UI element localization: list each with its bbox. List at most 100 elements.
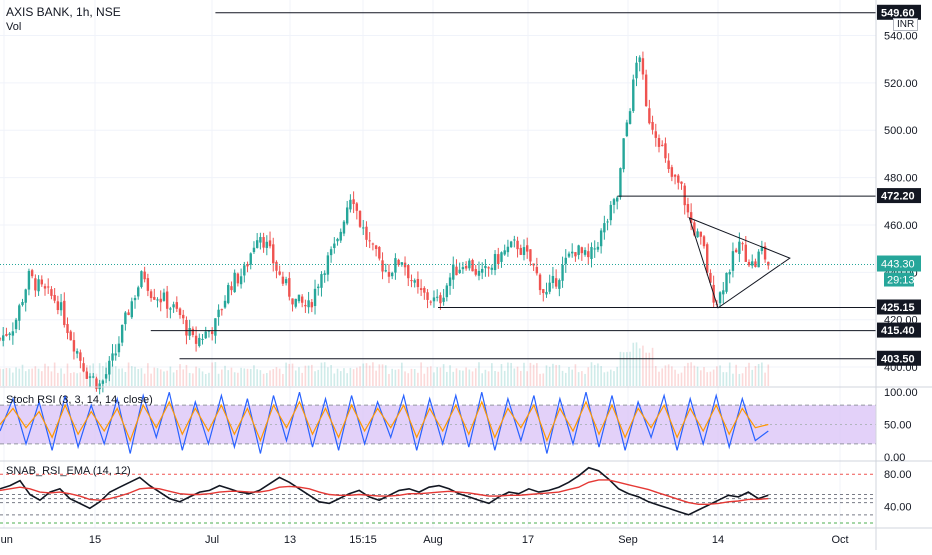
volume-layer <box>0 342 770 386</box>
candle-body <box>738 241 741 254</box>
volume-bar <box>5 368 8 386</box>
currency-badge[interactable]: INR <box>893 18 919 31</box>
candle-body <box>599 230 603 247</box>
candle-body <box>182 314 185 319</box>
price-tick-label: 540.00 <box>884 31 918 43</box>
candle-body <box>747 261 751 266</box>
candle-body <box>323 273 326 275</box>
candle-body <box>490 267 494 270</box>
candle-body <box>448 277 452 286</box>
volume-bar <box>474 368 477 386</box>
volume-bar <box>233 372 236 386</box>
volume-bar <box>314 371 316 386</box>
candle-body <box>127 312 130 316</box>
level-badge <box>877 299 921 315</box>
time-tick-label: Sep <box>618 534 638 546</box>
volume-bar <box>664 365 667 386</box>
candle-body <box>429 301 432 303</box>
volume-bar <box>687 362 689 386</box>
candle-body <box>297 294 301 302</box>
candle-body <box>40 279 43 285</box>
volume-bar <box>172 372 175 386</box>
volume-bar <box>249 368 252 386</box>
volume-bar <box>413 369 416 386</box>
volume-bar <box>651 347 654 386</box>
candle-body <box>333 243 336 249</box>
candle-body <box>718 292 722 304</box>
candle-body <box>387 271 391 277</box>
candle-body <box>725 272 728 292</box>
volume-bar <box>677 373 680 386</box>
volume-bar <box>574 364 577 386</box>
volume-bar <box>166 370 168 386</box>
candle-body <box>159 298 162 303</box>
volume-bar <box>417 372 419 386</box>
volume-bar <box>629 351 631 386</box>
candle-body <box>542 289 545 294</box>
volume-bar <box>343 368 345 386</box>
candle-body <box>744 244 747 262</box>
candle-body <box>278 271 281 275</box>
candle-body <box>702 236 706 247</box>
volume-bar <box>465 367 467 386</box>
volume-bar <box>163 371 165 386</box>
volume-bar <box>491 363 493 386</box>
level-badge <box>877 4 921 20</box>
volume-bar <box>282 373 284 386</box>
volume-bar <box>728 362 731 386</box>
volume-bar <box>452 371 455 386</box>
volume-bar <box>532 364 535 386</box>
volume-bar <box>703 367 705 386</box>
volume-bar <box>57 372 59 386</box>
volume-bar <box>536 363 538 386</box>
volume-bar <box>198 368 201 386</box>
volume-bar <box>31 368 33 386</box>
volume-bar <box>34 366 37 386</box>
volume-bar <box>28 369 30 386</box>
candle-body <box>574 252 577 257</box>
volume-bar <box>446 371 448 386</box>
volume-bar <box>291 363 294 386</box>
candle-body <box>137 287 140 297</box>
candle-body <box>577 245 580 255</box>
candle-body <box>609 204 612 221</box>
candle-body <box>175 302 179 309</box>
candle-body <box>349 199 352 210</box>
volume-bar <box>526 371 528 386</box>
volume-bar <box>671 366 673 386</box>
volume-bar <box>153 367 156 386</box>
volume-bar <box>102 366 104 386</box>
volume-bar <box>735 364 737 386</box>
volume-bar <box>37 368 40 386</box>
candle-body <box>172 304 175 308</box>
candle-body <box>616 197 619 202</box>
candle-body <box>43 286 47 289</box>
candle-body <box>117 343 121 353</box>
candle-body <box>638 57 641 63</box>
candle-body <box>532 263 535 266</box>
candle-body <box>686 203 690 213</box>
candle-body <box>693 222 696 236</box>
volume-bar <box>327 367 329 386</box>
candle-body <box>471 260 474 272</box>
rsi-tick-label: 80.00 <box>884 469 912 481</box>
volume-bar <box>147 363 149 386</box>
volume-bar <box>98 363 101 386</box>
volume-bar <box>584 373 586 386</box>
candle-body <box>596 246 600 250</box>
volume-bar <box>301 372 303 386</box>
candle-body <box>362 227 365 229</box>
volume-bar <box>626 352 628 386</box>
volume-bar <box>44 363 46 386</box>
time-tick-label: Aug <box>423 534 443 546</box>
volume-bar <box>352 369 355 386</box>
volume-bar <box>738 373 741 386</box>
candle-body <box>133 298 137 301</box>
volume-bar <box>179 364 181 386</box>
volume-label: Vol <box>6 21 22 33</box>
rsi-ema-line <box>0 479 769 505</box>
volume-bar <box>510 362 512 386</box>
volume-bar <box>674 369 676 386</box>
candle-body <box>741 243 744 245</box>
